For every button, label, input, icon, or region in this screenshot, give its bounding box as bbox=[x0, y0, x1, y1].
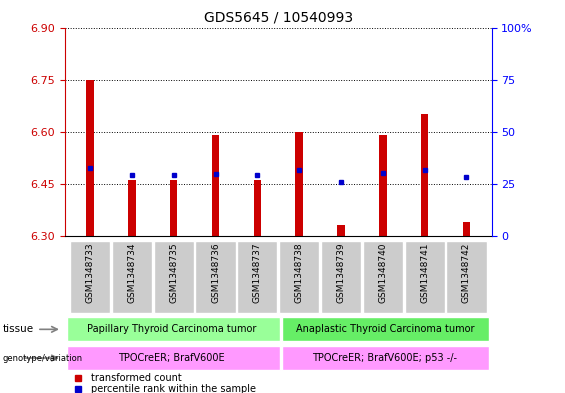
Bar bbox=[170, 180, 177, 236]
Text: GSM1348739: GSM1348739 bbox=[337, 243, 345, 303]
FancyBboxPatch shape bbox=[70, 241, 110, 313]
Bar bbox=[295, 132, 303, 236]
Bar bbox=[421, 114, 428, 236]
Bar bbox=[128, 180, 136, 236]
Text: GSM1348736: GSM1348736 bbox=[211, 243, 220, 303]
Text: GSM1348740: GSM1348740 bbox=[379, 243, 388, 303]
Bar bbox=[254, 180, 261, 236]
Text: TPOCreER; BrafV600E: TPOCreER; BrafV600E bbox=[118, 353, 225, 363]
Text: transformed count: transformed count bbox=[90, 373, 181, 383]
FancyBboxPatch shape bbox=[67, 346, 280, 370]
FancyBboxPatch shape bbox=[154, 241, 194, 313]
FancyBboxPatch shape bbox=[281, 317, 489, 342]
Text: GSM1348737: GSM1348737 bbox=[253, 243, 262, 303]
Bar bbox=[463, 222, 470, 236]
Text: GSM1348738: GSM1348738 bbox=[295, 243, 303, 303]
FancyBboxPatch shape bbox=[112, 241, 152, 313]
Text: tissue: tissue bbox=[3, 324, 34, 334]
FancyBboxPatch shape bbox=[67, 317, 280, 342]
Text: genotype/variation: genotype/variation bbox=[3, 354, 83, 362]
Bar bbox=[379, 135, 386, 236]
Text: percentile rank within the sample: percentile rank within the sample bbox=[90, 384, 255, 393]
FancyBboxPatch shape bbox=[195, 241, 236, 313]
FancyBboxPatch shape bbox=[363, 241, 403, 313]
Title: GDS5645 / 10540993: GDS5645 / 10540993 bbox=[204, 11, 353, 25]
FancyBboxPatch shape bbox=[279, 241, 319, 313]
Bar bbox=[86, 80, 94, 236]
Text: GSM1348742: GSM1348742 bbox=[462, 243, 471, 303]
Text: Papillary Thyroid Carcinoma tumor: Papillary Thyroid Carcinoma tumor bbox=[87, 324, 257, 334]
FancyBboxPatch shape bbox=[446, 241, 486, 313]
Bar bbox=[337, 226, 345, 236]
FancyBboxPatch shape bbox=[237, 241, 277, 313]
Text: GSM1348741: GSM1348741 bbox=[420, 243, 429, 303]
Text: GSM1348733: GSM1348733 bbox=[85, 243, 94, 303]
FancyBboxPatch shape bbox=[321, 241, 361, 313]
FancyBboxPatch shape bbox=[281, 346, 489, 370]
Text: GSM1348735: GSM1348735 bbox=[169, 243, 178, 303]
Text: TPOCreER; BrafV600E; p53 -/-: TPOCreER; BrafV600E; p53 -/- bbox=[312, 353, 458, 363]
Bar bbox=[212, 135, 219, 236]
Text: Anaplastic Thyroid Carcinoma tumor: Anaplastic Thyroid Carcinoma tumor bbox=[295, 324, 474, 334]
FancyBboxPatch shape bbox=[405, 241, 445, 313]
Text: GSM1348734: GSM1348734 bbox=[127, 243, 136, 303]
